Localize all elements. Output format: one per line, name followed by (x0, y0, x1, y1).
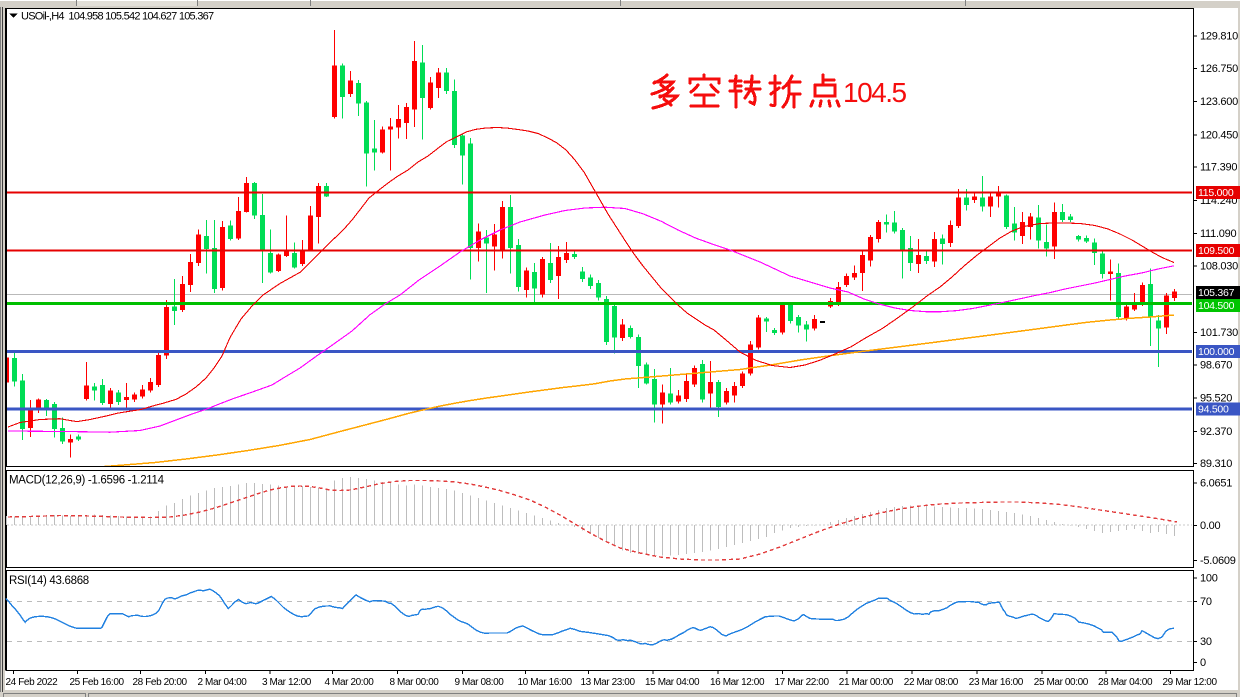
svg-text:2 Mar 04:00: 2 Mar 04:00 (198, 677, 248, 688)
svg-text:13 Mar 23:00: 13 Mar 23:00 (581, 677, 636, 688)
svg-text:120.450: 120.450 (1200, 129, 1238, 141)
svg-text:17 Mar 22:00: 17 Mar 22:00 (775, 677, 830, 688)
svg-text:111.090: 111.090 (1200, 228, 1237, 240)
svg-text:94.500: 94.500 (1198, 404, 1229, 416)
svg-text:10 Mar 16:00: 10 Mar 16:00 (518, 677, 573, 688)
svg-text:8 Mar 00:00: 8 Mar 00:00 (390, 677, 440, 688)
svg-text:109.500: 109.500 (1198, 245, 1235, 257)
svg-text:3 Mar 12:00: 3 Mar 12:00 (262, 677, 312, 688)
svg-text:0.00: 0.00 (1200, 520, 1221, 532)
svg-text:100: 100 (1200, 573, 1218, 585)
svg-text:70: 70 (1200, 596, 1212, 608)
svg-text:9 Mar 08:00: 9 Mar 08:00 (455, 677, 505, 688)
svg-text:129.810: 129.810 (1200, 31, 1238, 43)
svg-text:0: 0 (1200, 657, 1206, 669)
svg-text:92.370: 92.370 (1200, 426, 1232, 438)
svg-text:115.000: 115.000 (1198, 187, 1234, 199)
svg-text:4 Mar 20:00: 4 Mar 20:00 (325, 677, 375, 688)
svg-text:98.670: 98.670 (1200, 359, 1232, 371)
svg-text:-5.0609: -5.0609 (1200, 555, 1236, 567)
svg-text:126.750: 126.750 (1200, 63, 1238, 75)
svg-text:USOil-,H4 104.958 105.542 104: USOil-,H4 104.958 105.542 104.627 105.36… (21, 11, 214, 23)
svg-text:104.5: 104.5 (843, 77, 906, 108)
svg-text:24 Feb 2022: 24 Feb 2022 (6, 677, 59, 688)
svg-text:15 Mar 04:00: 15 Mar 04:00 (645, 677, 700, 688)
svg-text:95.520: 95.520 (1200, 393, 1232, 405)
svg-text:MACD(12,26,9) -1.6596 -1.2114: MACD(12,26,9) -1.6596 -1.2114 (9, 475, 165, 487)
svg-text:105.367: 105.367 (1198, 287, 1235, 299)
svg-text:21 Mar 00:00: 21 Mar 00:00 (839, 677, 894, 688)
svg-text:104.500: 104.500 (1198, 300, 1235, 312)
svg-text:22 Mar 08:00: 22 Mar 08:00 (904, 677, 959, 688)
svg-text:25 Feb 16:00: 25 Feb 16:00 (70, 677, 125, 688)
svg-text:89.310: 89.310 (1200, 458, 1232, 470)
svg-text:16 Mar 12:00: 16 Mar 12:00 (710, 677, 765, 688)
svg-text:29 Mar 12:00: 29 Mar 12:00 (1163, 677, 1218, 688)
svg-text:100.000: 100.000 (1198, 346, 1235, 358)
svg-text:28 Feb 20:00: 28 Feb 20:00 (133, 677, 188, 688)
svg-text:108.030: 108.030 (1200, 261, 1238, 273)
svg-text:23 Mar 16:00: 23 Mar 16:00 (969, 677, 1024, 688)
svg-text:25 Mar 00:00: 25 Mar 00:00 (1034, 677, 1089, 688)
svg-text:117.390: 117.390 (1200, 162, 1237, 174)
svg-text:101.730: 101.730 (1200, 327, 1238, 339)
svg-text:30: 30 (1200, 636, 1212, 648)
svg-text:RSI(14) 43.6868: RSI(14) 43.6868 (9, 575, 89, 587)
svg-text:123.600: 123.600 (1200, 96, 1238, 108)
svg-text:6.0651: 6.0651 (1200, 478, 1232, 490)
svg-text:28 Mar 04:00: 28 Mar 04:00 (1098, 677, 1153, 688)
